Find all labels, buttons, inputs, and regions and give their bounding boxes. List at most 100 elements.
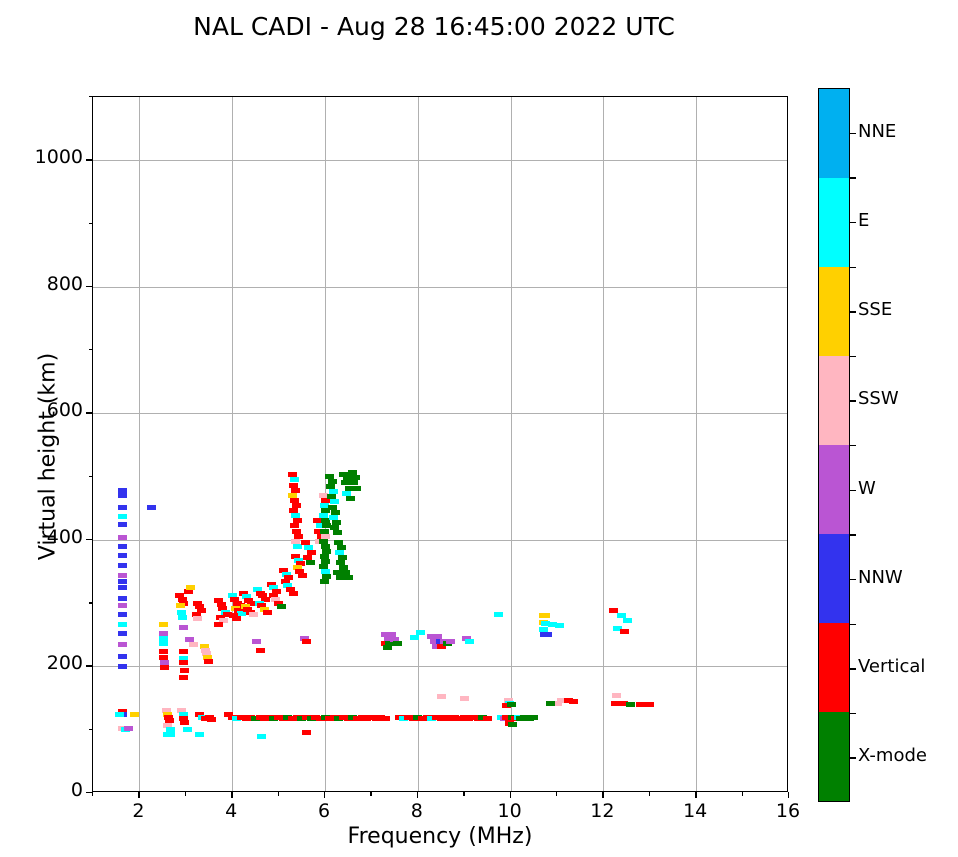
data-point bbox=[188, 642, 198, 648]
data-point bbox=[236, 610, 246, 616]
data-point bbox=[165, 727, 175, 733]
data-point bbox=[193, 615, 203, 621]
data-point bbox=[404, 714, 414, 720]
data-point bbox=[165, 732, 175, 738]
data-point bbox=[290, 488, 300, 494]
data-point bbox=[557, 698, 567, 704]
data-point bbox=[342, 475, 352, 481]
data-point bbox=[117, 631, 127, 637]
data-point bbox=[465, 638, 475, 644]
data-point bbox=[163, 714, 173, 720]
data-point bbox=[179, 660, 189, 666]
data-point bbox=[221, 609, 231, 615]
data-point bbox=[288, 590, 298, 596]
data-point bbox=[291, 503, 301, 509]
data-point bbox=[343, 575, 353, 581]
data-point bbox=[348, 470, 358, 476]
data-point bbox=[320, 569, 330, 575]
data-point bbox=[180, 719, 190, 725]
data-point bbox=[348, 714, 358, 720]
x-tick-mark bbox=[324, 792, 326, 798]
y-tick-mark bbox=[86, 665, 92, 667]
data-point bbox=[117, 622, 127, 628]
data-point bbox=[318, 538, 328, 544]
data-point bbox=[288, 493, 298, 499]
data-point bbox=[262, 609, 272, 615]
data-point bbox=[117, 493, 127, 499]
data-point bbox=[291, 528, 301, 534]
data-point bbox=[114, 712, 124, 718]
colorbar-band-e bbox=[819, 178, 849, 267]
x-tick-mark bbox=[602, 792, 604, 798]
data-point bbox=[337, 545, 347, 550]
data-point bbox=[203, 658, 213, 664]
data-point bbox=[251, 638, 261, 644]
data-point bbox=[278, 715, 288, 721]
data-point bbox=[177, 614, 187, 620]
data-point bbox=[376, 714, 386, 720]
data-point bbox=[563, 698, 573, 704]
y-tick-mark-minor bbox=[88, 349, 92, 351]
data-point bbox=[254, 600, 264, 606]
data-point bbox=[609, 608, 619, 614]
data-point bbox=[311, 714, 321, 720]
data-point bbox=[352, 485, 362, 491]
colorbar-band-nnw bbox=[819, 534, 849, 623]
data-point bbox=[257, 603, 267, 609]
data-point bbox=[178, 624, 188, 630]
y-tick-label: 1000 bbox=[34, 146, 83, 169]
data-point bbox=[258, 593, 268, 599]
colorbar-boundary-tick bbox=[850, 177, 856, 179]
data-point bbox=[236, 603, 246, 609]
data-point bbox=[422, 714, 432, 720]
data-point bbox=[179, 715, 189, 721]
data-point bbox=[183, 727, 193, 733]
data-point bbox=[431, 643, 441, 649]
data-point bbox=[478, 714, 488, 720]
data-point bbox=[286, 586, 296, 592]
data-point bbox=[547, 622, 557, 628]
data-point bbox=[322, 548, 332, 554]
data-point bbox=[430, 638, 439, 644]
data-point bbox=[266, 581, 276, 587]
data-point bbox=[117, 585, 127, 591]
data-point bbox=[459, 695, 469, 701]
colorbar-tick bbox=[850, 400, 856, 402]
data-point bbox=[289, 498, 299, 504]
data-point bbox=[180, 667, 190, 673]
data-point bbox=[159, 636, 169, 642]
data-point bbox=[507, 722, 517, 728]
colorbar-boundary-tick bbox=[850, 712, 856, 715]
colorbar-tick bbox=[850, 668, 856, 670]
data-point bbox=[462, 636, 472, 642]
y-tick-label: 600 bbox=[46, 399, 83, 422]
data-point bbox=[117, 513, 127, 519]
data-point bbox=[246, 609, 256, 615]
data-point bbox=[255, 590, 265, 596]
x-tick-label: 12 bbox=[590, 800, 615, 822]
data-point bbox=[202, 655, 212, 661]
y-tick-mark-minor bbox=[88, 96, 92, 98]
data-point bbox=[301, 714, 311, 720]
data-point bbox=[494, 612, 504, 618]
data-point bbox=[117, 642, 127, 648]
data-point bbox=[320, 498, 330, 504]
colorbar-tick bbox=[850, 221, 856, 224]
data-point bbox=[390, 637, 400, 643]
data-point bbox=[227, 593, 237, 599]
data-point bbox=[306, 715, 316, 721]
data-point bbox=[257, 733, 267, 739]
data-point bbox=[543, 632, 553, 638]
data-point bbox=[442, 641, 452, 647]
colorbar-band-vertical bbox=[819, 623, 849, 712]
y-tick-mark bbox=[86, 792, 92, 794]
data-point bbox=[619, 700, 629, 706]
data-point bbox=[255, 647, 265, 653]
y-tick-mark bbox=[86, 159, 92, 161]
data-point bbox=[473, 715, 483, 721]
data-point bbox=[366, 714, 376, 720]
data-point bbox=[232, 715, 242, 721]
data-point bbox=[185, 637, 194, 643]
data-point bbox=[250, 715, 260, 721]
data-point bbox=[207, 717, 217, 723]
